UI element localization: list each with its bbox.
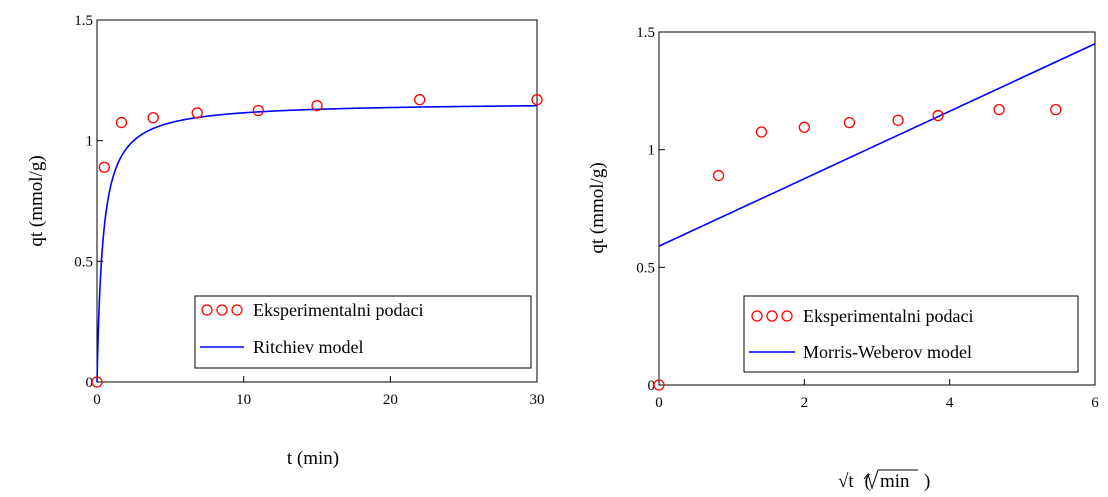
x-tick-label: 2 (801, 395, 809, 411)
plot-frame (658, 31, 1096, 386)
y-tick-label: 1 (86, 134, 94, 150)
data-point (115, 116, 128, 129)
series-line (658, 43, 1096, 247)
data-point (1050, 104, 1062, 116)
data-point (147, 112, 159, 124)
legend-marker-circle-2 (216, 304, 228, 316)
chart-ritchie: 0 10 20 30 0 0.5 1 1.5 t (min) qt (mmol/g) Eksp… (26, 13, 545, 469)
model-line (96, 104, 538, 382)
data-point (191, 107, 203, 119)
x-axis-title-unit: min (880, 471, 910, 492)
y-axis-title: qt (mmol/g) (26, 155, 47, 246)
legend-marker-circle-2 (766, 310, 778, 322)
x-tick-label: 30 (530, 392, 545, 408)
legend: Eksperimentalni podaci Morris-Weberov mo… (743, 295, 1079, 373)
legend-label-model: Ritchiev model (253, 337, 363, 357)
legend-marker-circle-1 (751, 310, 763, 322)
legend-box (194, 295, 532, 369)
data-point (531, 93, 543, 106)
data-point (798, 121, 810, 133)
data-point (755, 126, 768, 138)
data-point (653, 379, 665, 391)
plot-frame (96, 19, 538, 383)
tick-labels: 0 10 20 30 0 0.5 1 1.5 (74, 13, 544, 408)
tick-labels: 0 2 4 6 0 0.5 1 1.5 (636, 25, 1099, 411)
axis-ticks (658, 31, 1096, 386)
x-axis-title: t (min) (287, 448, 339, 469)
y-tick-label: 0.5 (74, 254, 93, 270)
data-point (252, 104, 264, 117)
data-point (414, 93, 426, 106)
legend-marker-circle-3 (231, 304, 243, 316)
series-points (91, 93, 543, 388)
data-point (712, 169, 725, 182)
x-tick-label: 10 (236, 392, 251, 408)
data-point (91, 376, 103, 388)
x-tick-label: 6 (1091, 395, 1099, 411)
x-tick-label: 0 (93, 392, 101, 408)
data-point (98, 161, 110, 173)
model-line (658, 43, 1096, 247)
y-axis-title: qt (mmol/g) (587, 162, 608, 253)
x-tick-label: 4 (946, 395, 954, 411)
y-tick-label: 1.5 (636, 25, 655, 41)
legend-box (743, 295, 1079, 373)
x-tick-label: 20 (383, 392, 398, 408)
series-points (653, 104, 1062, 391)
x-axis-title: √t ( min ) (838, 469, 930, 492)
chart-morris-weber: 0 2 4 6 0 0.5 1 1.5 √t ( min ) qt (mmol/g) Eksp… (587, 25, 1099, 492)
legend-marker-circle-3 (781, 310, 793, 322)
y-tick-label: 1 (648, 143, 656, 159)
legend-label-model: Morris-Weberov model (803, 342, 972, 362)
x-axis-title-main: √t ( (838, 471, 871, 492)
data-point (311, 100, 323, 112)
x-axis-title-paren-close: ) (924, 471, 930, 492)
y-tick-label: 0 (86, 375, 94, 391)
data-point (892, 114, 904, 126)
y-tick-label: 0 (648, 378, 656, 394)
legend-marker-circle-1 (201, 304, 213, 316)
legend-label-experimental: Eksperimentalni podaci (803, 306, 973, 326)
legend: Eksperimentalni podaci Ritchiev model (194, 295, 532, 369)
x-tick-label: 0 (655, 395, 663, 411)
x-axis-title-paren-open: ( (864, 471, 870, 492)
sqrt-sign (863, 469, 918, 490)
data-point (993, 104, 1005, 116)
data-point (843, 116, 856, 129)
series-line (96, 104, 538, 382)
data-point (932, 109, 944, 122)
legend-label-experimental: Eksperimentalni podaci (253, 300, 423, 320)
y-tick-label: 0.5 (636, 260, 655, 276)
y-tick-label: 1.5 (74, 13, 93, 29)
